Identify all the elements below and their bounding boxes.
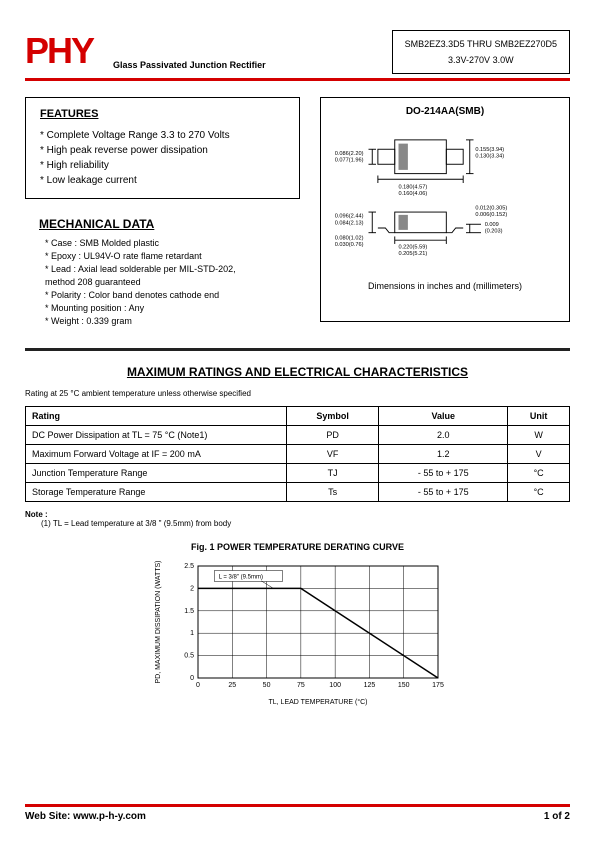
- note-section: Note : (1) TL = Lead temperature at 3/8 …: [25, 510, 570, 528]
- svg-text:0.160(4.06): 0.160(4.06): [399, 191, 428, 197]
- svg-text:0.006(0.152): 0.006(0.152): [475, 212, 507, 218]
- th-unit: Unit: [508, 407, 570, 426]
- package-title: DO-214AA(SMB): [331, 106, 559, 117]
- svg-text:0: 0: [196, 682, 200, 689]
- th-symbol: Symbol: [287, 407, 379, 426]
- mech-item: * Weight : 0.339 gram: [45, 315, 300, 328]
- th-rating: Rating: [26, 407, 287, 426]
- mech-item: * Case : SMB Molded plastic: [45, 237, 300, 250]
- svg-text:0.077(1.96): 0.077(1.96): [335, 157, 364, 163]
- right-column: DO-214AA(SMB) 0.086(2.20) 0.077(1.96) 0.…: [320, 97, 570, 328]
- svg-text:(0.203): (0.203): [485, 229, 503, 235]
- svg-text:75: 75: [296, 682, 304, 689]
- svg-text:0.080(1.02): 0.080(1.02): [335, 235, 364, 241]
- svg-text:2: 2: [190, 586, 194, 593]
- mech-item: * Polarity : Color band denotes cathode …: [45, 289, 300, 302]
- svg-text:0.155(3.94): 0.155(3.94): [475, 147, 504, 153]
- section-title: MAXIMUM RATINGS AND ELECTRICAL CHARACTER…: [25, 365, 570, 379]
- rating-note: Rating at 25 °C ambient temperature unle…: [25, 389, 570, 398]
- part-number-box: SMB2EZ3.3D5 THRU SMB2EZ270D5 3.3V-270V 3…: [392, 30, 570, 74]
- mech-item: * Mounting position : Any: [45, 302, 300, 315]
- derating-chart: 0 25 50 75 100 125 150 175 0 0.5 1 1.5 2 2.5 L = 3/8" …: [148, 558, 448, 708]
- two-column-section: FEATURES * Complete Voltage Range 3.3 to…: [25, 97, 570, 328]
- svg-text:100: 100: [329, 682, 341, 689]
- svg-text:25: 25: [228, 682, 236, 689]
- table-row: DC Power Dissipation at TL = 75 °C (Note…: [26, 426, 570, 445]
- section-divider: [25, 348, 570, 351]
- feature-item: * High reliability: [40, 158, 285, 173]
- features-list: * Complete Voltage Range 3.3 to 270 Volt…: [40, 128, 285, 188]
- package-box: DO-214AA(SMB) 0.086(2.20) 0.077(1.96) 0.…: [320, 97, 570, 322]
- package-diagram: 0.086(2.20) 0.077(1.96) 0.155(3.94) 0.13…: [331, 123, 547, 273]
- feature-item: * High peak reverse power dissipation: [40, 143, 285, 158]
- svg-text:0.086(2.20): 0.086(2.20): [335, 151, 364, 157]
- part-range: SMB2EZ3.3D5 THRU SMB2EZ270D5: [405, 39, 557, 49]
- features-title: FEATURES: [40, 108, 285, 120]
- svg-text:2.5: 2.5: [184, 563, 194, 570]
- note-label: Note :: [25, 510, 570, 519]
- svg-text:0.012(0.305): 0.012(0.305): [475, 205, 507, 211]
- mech-item: method 208 guaranteed: [45, 276, 300, 289]
- table-row: Storage Temperature RangeTs- 55 to + 175…: [26, 483, 570, 502]
- svg-text:150: 150: [397, 682, 409, 689]
- svg-text:0: 0: [190, 675, 194, 682]
- mechanical-list: * Case : SMB Molded plastic * Epoxy : UL…: [45, 237, 300, 328]
- svg-text:TL, LEAD TEMPERATURE (°C): TL, LEAD TEMPERATURE (°C): [268, 698, 367, 706]
- svg-text:0.084(2.13): 0.084(2.13): [335, 220, 364, 226]
- footer-divider: [25, 804, 570, 807]
- header: PHY Glass Passivated Junction Rectifier …: [25, 30, 570, 74]
- footer-text: Web Site: www.p-h-y.com 1 of 2: [25, 811, 570, 822]
- svg-text:125: 125: [363, 682, 375, 689]
- mechanical-title: MECHANICAL DATA: [39, 217, 300, 231]
- svg-text:0.180(4.57): 0.180(4.57): [399, 185, 428, 191]
- th-value: Value: [379, 407, 508, 426]
- svg-text:0.009: 0.009: [485, 222, 499, 228]
- svg-text:175: 175: [432, 682, 444, 689]
- svg-text:0.5: 0.5: [184, 653, 194, 660]
- svg-text:L = 3/8" (9.5mm): L = 3/8" (9.5mm): [218, 575, 262, 581]
- table-header-row: Rating Symbol Value Unit: [26, 407, 570, 426]
- svg-text:PD, MAXIMUM DISSIPATION (WATTS: PD, MAXIMUM DISSIPATION (WATTS): [155, 561, 162, 684]
- note-item: (1) TL = Lead temperature at 3/8 " (9.5m…: [41, 519, 570, 528]
- svg-text:0.096(2.44): 0.096(2.44): [335, 214, 364, 220]
- svg-text:0.220(5.59): 0.220(5.59): [399, 245, 428, 251]
- chart-container: 0 25 50 75 100 125 150 175 0 0.5 1 1.5 2 2.5 L = 3/8" …: [25, 558, 570, 708]
- feature-item: * Low leakage current: [40, 173, 285, 188]
- figure-title: Fig. 1 POWER TEMPERATURE DERATING CURVE: [25, 542, 570, 552]
- package-caption: Dimensions in inches and (millimeters): [331, 281, 559, 291]
- page-number: 1 of 2: [544, 811, 570, 822]
- svg-text:50: 50: [262, 682, 270, 689]
- ratings-table: Rating Symbol Value Unit DC Power Dissip…: [25, 406, 570, 502]
- left-column: FEATURES * Complete Voltage Range 3.3 to…: [25, 97, 300, 328]
- svg-text:0.030(0.76): 0.030(0.76): [335, 242, 364, 248]
- svg-text:1.5: 1.5: [184, 608, 194, 615]
- features-box: FEATURES * Complete Voltage Range 3.3 to…: [25, 97, 300, 199]
- table-row: Maximum Forward Voltage at IF = 200 mAVF…: [26, 445, 570, 464]
- feature-item: * Complete Voltage Range 3.3 to 270 Volt…: [40, 128, 285, 143]
- svg-text:1: 1: [190, 631, 194, 638]
- logo: PHY: [25, 30, 93, 72]
- mech-item: * Epoxy : UL94V-O rate flame retardant: [45, 250, 300, 263]
- svg-text:0.205(5.21): 0.205(5.21): [399, 251, 428, 257]
- doc-subtitle: Glass Passivated Junction Rectifier: [113, 60, 266, 74]
- spec-line: 3.3V-270V 3.0W: [405, 55, 557, 65]
- svg-text:0.130(3.34): 0.130(3.34): [475, 154, 504, 160]
- mech-item: * Lead : Axial lead solderable per MIL-S…: [45, 263, 300, 276]
- footer: Web Site: www.p-h-y.com 1 of 2: [25, 804, 570, 822]
- top-divider: [25, 78, 570, 81]
- website: Web Site: www.p-h-y.com: [25, 811, 146, 822]
- table-row: Junction Temperature RangeTJ- 55 to + 17…: [26, 464, 570, 483]
